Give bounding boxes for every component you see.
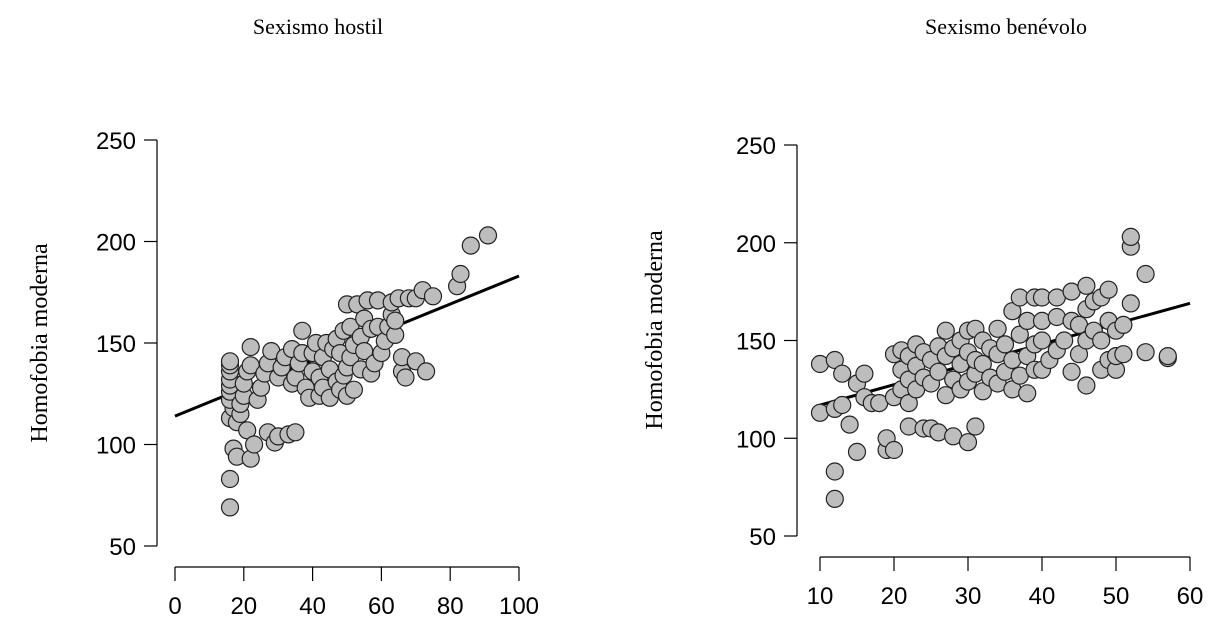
data-point (833, 364, 852, 383)
y-tick-label: 250 (96, 128, 136, 155)
x-tick-label: 50 (1103, 583, 1130, 610)
data-point (1136, 264, 1155, 284)
data-point (245, 435, 264, 454)
data-point (241, 338, 260, 357)
x-tick-label: 60 (368, 593, 395, 620)
data-point (220, 498, 240, 517)
data-point (1077, 276, 1096, 295)
data-point (1092, 331, 1111, 350)
data-point (293, 321, 312, 340)
y-tick-label: 100 (96, 433, 136, 460)
data-points (810, 227, 1177, 508)
x-tick-label: 20 (881, 583, 908, 610)
data-point (847, 442, 867, 461)
chart-title: Sexismo benévolo (925, 14, 1087, 39)
data-point (840, 415, 859, 434)
data-point (1121, 227, 1140, 246)
data-point (1077, 376, 1096, 395)
data-point (344, 380, 363, 399)
x-tick-label: 0 (168, 593, 181, 620)
data-point (1032, 331, 1052, 350)
chart-sexismo-hostil: Sexismo hostil Homofobia moderna 50 100 15… (27, 14, 539, 620)
data-point (966, 417, 985, 436)
y-tick-label: 100 (736, 426, 776, 453)
data-point (220, 352, 240, 371)
y-tick-label: 150 (736, 329, 776, 356)
data-point (958, 433, 978, 452)
data-point (995, 335, 1015, 354)
data-point (417, 362, 436, 381)
axes: 50 100 150 200 250 0 20 40 60 80 100 (96, 128, 539, 620)
data-point (825, 489, 844, 508)
data-point (1121, 294, 1140, 313)
data-point (825, 462, 844, 481)
data-point (1055, 331, 1074, 350)
data-points (220, 226, 498, 517)
y-tick-label: 50 (109, 534, 136, 561)
data-point (461, 236, 480, 255)
y-tick-label: 200 (736, 231, 776, 258)
data-point (1114, 345, 1133, 364)
y-axis-label: Homofobia moderna (642, 230, 668, 430)
data-point (286, 423, 305, 442)
chart-sexismo-benevolo: Sexismo benévolo Homofobia moderna 50 100… (642, 14, 1203, 610)
data-point (1136, 343, 1155, 362)
x-tick-label: 60 (1177, 583, 1204, 610)
data-point (1158, 347, 1177, 366)
data-point (884, 440, 904, 460)
data-point (451, 264, 470, 284)
data-point (855, 364, 874, 383)
x-tick-label: 80 (437, 593, 464, 620)
data-point (936, 321, 955, 340)
data-point (988, 319, 1007, 338)
data-point (478, 226, 498, 245)
y-tick-label: 200 (96, 230, 136, 257)
axes: 50 100 150 200 250 10 20 30 40 50 60 (736, 133, 1203, 610)
y-tick-label: 250 (736, 133, 776, 160)
y-tick-label: 50 (749, 524, 776, 551)
x-tick-label: 40 (299, 593, 326, 620)
x-tick-label: 10 (807, 583, 834, 610)
data-point (1099, 280, 1118, 299)
data-point (1018, 384, 1037, 403)
data-point (929, 362, 948, 381)
data-point (1062, 362, 1081, 381)
data-point (423, 287, 443, 306)
data-point (396, 368, 415, 387)
x-tick-label: 40 (1029, 583, 1056, 610)
y-axis-label: Homofobia moderna (27, 243, 53, 443)
data-point (386, 311, 405, 330)
data-point (1114, 315, 1133, 334)
x-tick-label: 30 (955, 583, 982, 610)
data-point (833, 395, 852, 415)
x-tick-label: 20 (230, 593, 257, 620)
data-point (220, 469, 240, 489)
y-tick-label: 150 (96, 331, 136, 358)
x-tick-label: 100 (499, 593, 539, 620)
chart-title: Sexismo hostil (253, 14, 383, 39)
